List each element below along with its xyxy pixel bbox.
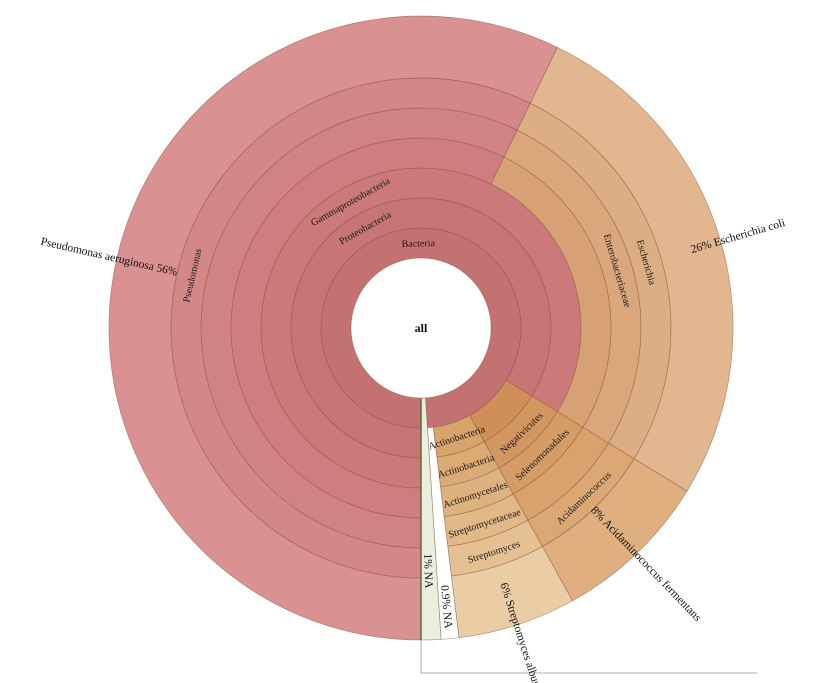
ring-label-bacteria: Bacteria: [401, 238, 435, 250]
wedges-layer: [108, 15, 734, 641]
decor-layer: [420, 398, 757, 674]
center-label: all: [415, 321, 428, 335]
leaf-label-1-na: 1% NA: [421, 553, 434, 589]
wedge-26-escherichia-coli[interactable]: [529, 46, 734, 492]
center-circle[interactable]: [350, 257, 492, 399]
wedge-pseudomonas-aeruginosa-56[interactable]: [108, 15, 558, 641]
leaf-label-0-9-na: 0.9% NA: [438, 585, 454, 630]
leader-line: [420, 640, 757, 674]
